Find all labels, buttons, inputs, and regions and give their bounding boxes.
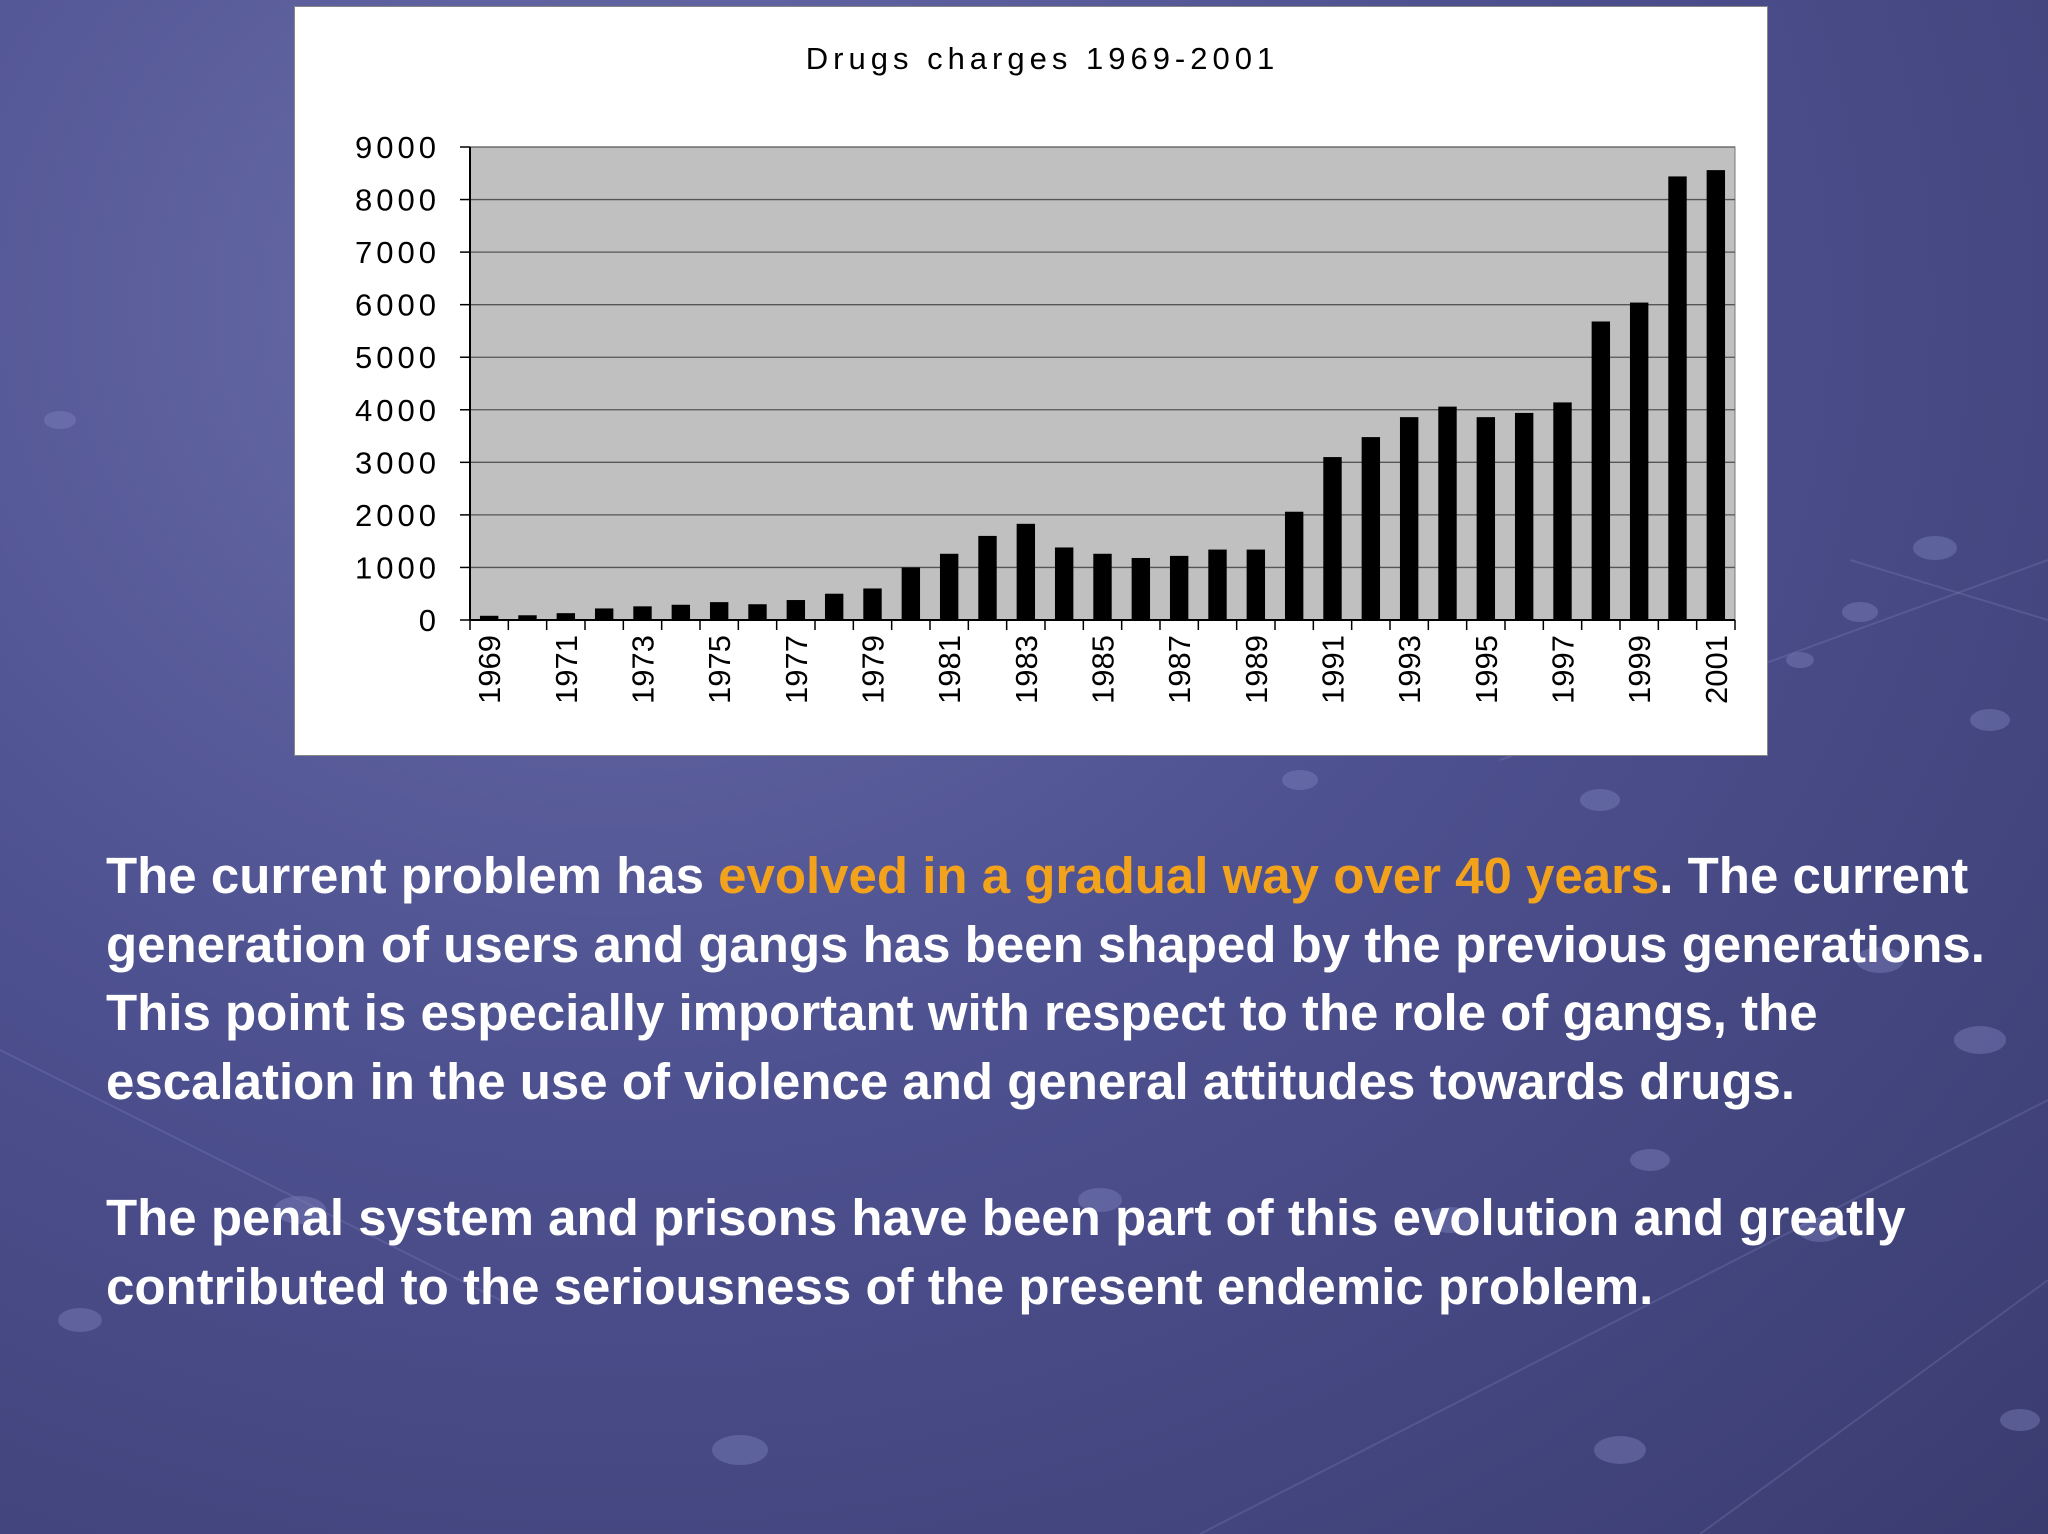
bar-1999	[1629, 302, 1649, 620]
bar-1981	[939, 553, 959, 620]
x-tick-label-1979: 1979	[856, 635, 891, 704]
bar-1990	[1284, 511, 1304, 620]
bar-1982	[978, 535, 997, 620]
bar-2001	[1706, 170, 1726, 620]
x-tick-label-1975: 1975	[702, 635, 737, 704]
bar-1998	[1591, 321, 1611, 620]
paragraph-1-intro: The current problem has	[106, 847, 719, 904]
y-tick-label-3000: 3000	[355, 445, 440, 480]
bar-1978	[824, 593, 844, 620]
bar-1983	[1016, 523, 1036, 620]
bar-1973	[633, 606, 652, 620]
x-tick-label-1993: 1993	[1392, 635, 1427, 704]
bar-1980	[901, 567, 921, 620]
x-tick-label-1973: 1973	[626, 635, 661, 704]
paragraph-1-rest: . The current generation of users and ga…	[106, 847, 1985, 1110]
x-tick-label-1999: 1999	[1622, 635, 1657, 704]
paragraph-2: The penal system and prisons have been p…	[106, 1189, 1906, 1315]
bar-1996	[1514, 412, 1534, 620]
chart-panel: Drugs charges 1969-2001 0 1000 2000 3000 4000…	[294, 6, 1768, 756]
bar-1992	[1361, 437, 1381, 620]
bar-1971	[556, 613, 576, 620]
bar-1985	[1093, 553, 1112, 620]
bar-1993	[1399, 417, 1419, 620]
bar-1991	[1323, 457, 1342, 620]
x-tick-label-1969: 1969	[472, 635, 507, 704]
slide-body-text: The current problem has evolved in a gra…	[106, 842, 2006, 1321]
x-tick-label-1985: 1985	[1086, 635, 1121, 704]
bar-1976	[748, 604, 767, 620]
bar-1975	[709, 602, 729, 620]
bar-1970	[518, 615, 537, 620]
bar-1977	[786, 600, 806, 620]
bar-1994	[1438, 406, 1457, 620]
y-tick-label-4000: 4000	[355, 393, 440, 428]
bar-1988	[1208, 549, 1227, 620]
bar-1995	[1476, 417, 1496, 620]
bar-1969	[479, 615, 499, 620]
x-tick-label-1991: 1991	[1316, 635, 1351, 704]
y-tick-label-1000: 1000	[355, 550, 440, 585]
bar-1989	[1246, 549, 1266, 620]
bar-chart: Drugs charges 1969-2001 0 1000 2000 3000 4000…	[355, 41, 1736, 704]
x-tick-label-1977: 1977	[779, 635, 814, 704]
bar-1979	[863, 588, 882, 620]
y-tick-label-6000: 6000	[355, 288, 440, 323]
bar-1972	[594, 608, 614, 620]
plot-area	[469, 146, 1736, 621]
chart-title: Drugs charges 1969-2001	[806, 41, 1279, 76]
x-tick-label-1989: 1989	[1239, 635, 1274, 704]
x-tick-label-1971: 1971	[549, 635, 584, 704]
x-tick-label-1995: 1995	[1469, 635, 1504, 704]
x-tick-label-2001: 2001	[1699, 635, 1734, 704]
y-tick-label-0: 0	[419, 603, 440, 638]
x-tick-label-1981: 1981	[932, 635, 967, 704]
y-tick-label-9000: 9000	[355, 130, 440, 165]
x-tick-label-1983: 1983	[1009, 635, 1044, 704]
bar-1987	[1169, 555, 1189, 620]
bar-1997	[1553, 402, 1572, 620]
paragraph-1: The current problem has evolved in a gra…	[106, 842, 2006, 1116]
bar-2000	[1668, 176, 1687, 621]
x-tick-label-1997: 1997	[1546, 635, 1581, 704]
bar-1986	[1131, 557, 1151, 620]
x-tick-label-1987: 1987	[1162, 635, 1197, 704]
y-tick-label-2000: 2000	[355, 498, 440, 533]
highlighted-phrase: evolved in a gradual way over 40 years	[718, 847, 1660, 904]
bar-1984	[1054, 547, 1074, 620]
y-tick-label-5000: 5000	[355, 340, 440, 375]
y-tick-label-8000: 8000	[355, 183, 440, 218]
bar-1974	[671, 604, 691, 620]
y-tick-label-7000: 7000	[355, 235, 440, 270]
